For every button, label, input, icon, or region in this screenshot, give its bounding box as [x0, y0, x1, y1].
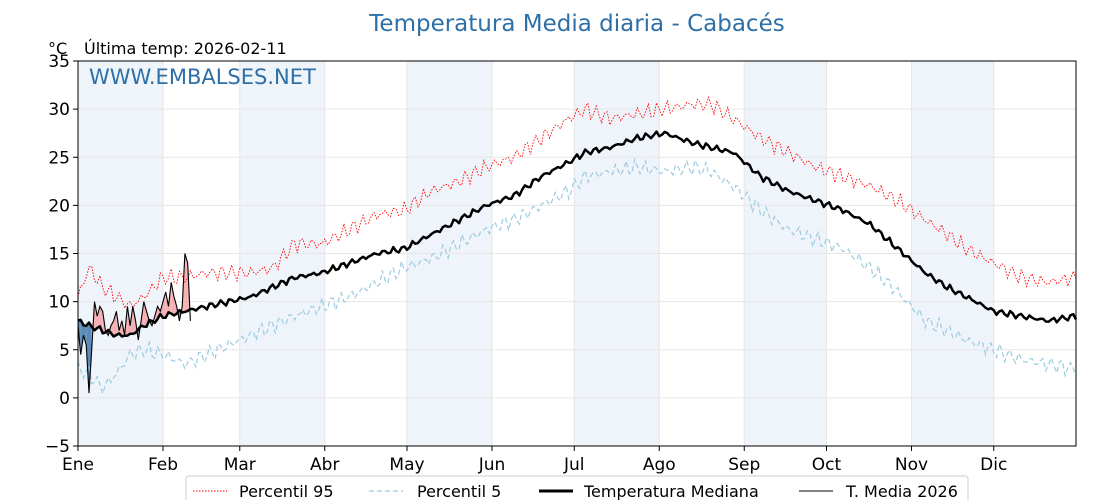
chart-title: Temperatura Media diaria - Cabacés: [368, 11, 784, 37]
legend-label-p5: Percentil 5: [417, 482, 501, 500]
anomaly-fill-above: [113, 311, 117, 337]
y-axis: −5 0 5 10 15 20 25 30 35: [45, 52, 78, 457]
anomaly-fill-below: [176, 306, 180, 321]
series-line-median: [77, 130, 1078, 338]
y-tick-label: 15: [48, 245, 70, 265]
series-lines: [77, 95, 1078, 396]
x-tick-label: Feb: [148, 455, 178, 475]
anomaly-fill-above: [184, 253, 188, 312]
y-tick-label: −5: [45, 437, 70, 457]
x-tick-label: Ene: [62, 455, 94, 475]
x-tick-label: Nov: [895, 455, 928, 475]
y-tick-label: 5: [59, 341, 70, 361]
unit-label: °C: [48, 39, 67, 58]
legend-label-median: Temperatura Mediana: [583, 482, 759, 500]
x-tick-label: Ago: [643, 455, 676, 475]
anomaly-fill-above: [143, 301, 147, 327]
y-tick-label: 0: [59, 389, 70, 409]
anomaly-fill-below: [80, 319, 84, 355]
last-temp-label: Última temp: 2026-02-11: [84, 39, 287, 58]
x-tick-label: May: [389, 455, 424, 475]
anomaly-fill-above: [94, 301, 98, 331]
legend-label-current: T. Media 2026: [845, 482, 958, 500]
series-line-p5: [77, 157, 1077, 396]
anomaly-fill-below: [83, 325, 87, 345]
x-axis: Ene Feb Mar Abr May Jun Jul Ago Sep Oct Nov Dic: [62, 446, 1007, 475]
x-tick-label: Sep: [728, 455, 760, 475]
y-tick-label: 35: [48, 52, 70, 72]
watermark: WWW.EMBALSES.NET: [89, 65, 316, 89]
x-tick-label: Oct: [812, 455, 842, 475]
x-tick-label: Dic: [980, 455, 1007, 475]
y-tick-label: 30: [48, 100, 70, 120]
series-line-current: [77, 253, 191, 394]
x-tick-label: Jul: [563, 455, 585, 475]
x-tick-label: Mar: [224, 455, 256, 475]
anomaly-fill-above: [163, 292, 166, 318]
x-tick-label: Abr: [310, 455, 339, 475]
anomaly-fill-above: [174, 296, 177, 316]
y-tick-label: 10: [48, 293, 70, 313]
anomaly-fill-above: [97, 306, 100, 328]
anomaly-fill-above: [132, 306, 136, 334]
x-tick-label: Jun: [478, 455, 506, 475]
y-tick-label: 25: [48, 148, 70, 168]
anomaly-fill-above: [171, 282, 174, 316]
legend: Percentil 95 Percentil 5 Temperatura Med…: [185, 475, 969, 500]
legend-box: [185, 475, 969, 500]
legend-label-p95: Percentil 95: [239, 482, 334, 500]
series-line-p95: [77, 95, 1077, 310]
y-tick-label: 20: [48, 196, 70, 216]
